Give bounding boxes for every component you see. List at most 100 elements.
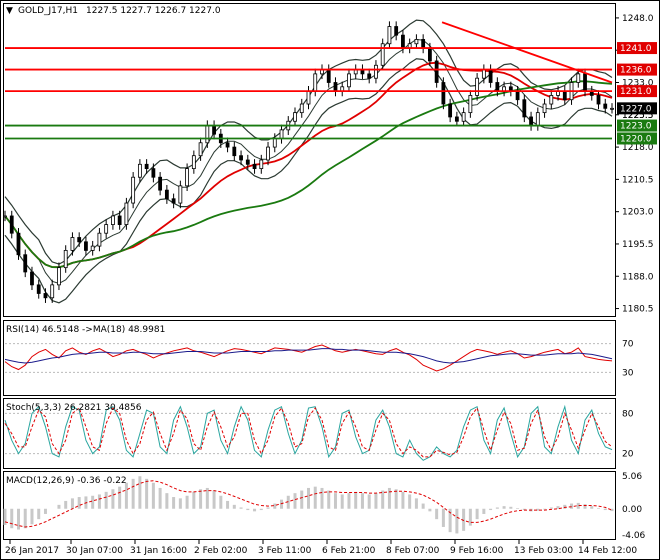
x-tick-label: 30 Jan 07:00 — [66, 546, 123, 556]
candle-body — [111, 215, 115, 225]
x-tick-label: 31 Jan 16:00 — [130, 546, 187, 556]
candle-body — [205, 125, 210, 144]
candle-body — [151, 168, 156, 178]
current-price-label: 1227.0 — [620, 104, 652, 114]
candle-body — [448, 103, 453, 118]
level-badge — [617, 42, 657, 55]
candle-body — [515, 90, 520, 101]
candle-body — [380, 43, 385, 66]
stoch-level-label: 20 — [622, 450, 634, 460]
candle-body — [333, 82, 338, 92]
extra-price-label: 1225.5 — [622, 111, 654, 121]
candle-body — [461, 112, 466, 122]
level-badge-label: 1223.0 — [620, 122, 652, 132]
stoch-main-line — [4, 404, 613, 461]
candle-body — [299, 103, 304, 114]
x-tick-label: 26 Jan 2017 — [5, 546, 59, 556]
price-panel: 1180.5 1188.0 1195.5 1203.0 1210.5 1218.0 1225… — [3, 14, 657, 315]
candle-body — [239, 155, 243, 161]
x-tick-label: 3 Feb 11:00 — [258, 546, 312, 556]
candle-body — [596, 95, 601, 105]
candle-body — [252, 163, 257, 170]
stoch-panel: 80 20 Stoch(5,3,3) 26.2821 30.4856 — [4, 403, 634, 461]
candle-body — [225, 142, 230, 148]
candle-body — [185, 168, 190, 187]
rsi-panel: 70 30 RSI(14) 46.5148 ->MA(18) 48.9981 — [4, 325, 634, 378]
candle-body — [454, 116, 459, 122]
stoch-signal-line — [4, 406, 613, 458]
candle-body — [603, 103, 608, 109]
x-tick-label: 2 Feb 02:00 — [194, 546, 248, 556]
stoch-panel-frame — [3, 398, 616, 469]
candle-body — [542, 103, 547, 114]
candle-body — [549, 95, 554, 105]
candle-body — [374, 64, 378, 79]
level-badge — [617, 132, 657, 145]
candle-body — [421, 39, 426, 49]
rsi-ma-line — [4, 348, 613, 364]
x-axis: 26 Jan 2017 30 Jan 07:00 31 Jan 16:00 2 Feb… — [5, 540, 637, 556]
header-arrow[interactable]: ▼ — [6, 6, 13, 16]
candle-body — [144, 163, 149, 170]
candle-body — [90, 245, 95, 251]
candle-body — [414, 39, 419, 45]
candle-body — [394, 26, 399, 36]
candle-body — [23, 254, 28, 273]
candle-body — [562, 90, 567, 101]
candle-body — [97, 232, 102, 247]
x-tick-label: 9 Feb 16:00 — [450, 546, 504, 556]
level-badge-label: 1236.0 — [620, 66, 652, 76]
level-badge-label: 1231.0 — [620, 87, 652, 97]
x-tick-label: 6 Feb 21:00 — [322, 546, 376, 556]
rsi-title: RSI(14) 46.5148 ->MA(18) 48.9981 — [6, 325, 165, 335]
candle-body — [367, 73, 372, 79]
candle-body — [191, 155, 196, 170]
candle-body — [16, 232, 21, 256]
candle-body — [610, 107, 614, 110]
candle-body — [495, 82, 500, 92]
level-badge-label: 1220.0 — [620, 134, 652, 144]
candle-body — [36, 284, 41, 294]
macd-panel-frame — [3, 471, 616, 540]
level-badge — [617, 63, 657, 76]
candle-body — [326, 69, 331, 83]
candle-body — [306, 90, 311, 105]
price-tick-label: 1218.0 — [622, 143, 654, 153]
candle-body — [441, 82, 446, 105]
macd-tick-label: 5.06 — [622, 472, 642, 482]
macd-tick-label: 0.00 — [622, 505, 642, 515]
candle-body — [434, 60, 439, 83]
candle-body — [232, 146, 237, 157]
candle-body — [137, 163, 142, 178]
candle-body — [43, 293, 48, 299]
candle-body — [57, 267, 61, 286]
candle-body — [481, 69, 486, 79]
macd-tick-label: -4.06 — [622, 531, 646, 541]
candle-body — [488, 69, 493, 83]
rsi-level-label: 30 — [622, 368, 634, 378]
candle-body — [427, 47, 432, 62]
price-tick-label: 1203.0 — [622, 208, 654, 218]
candle-body — [70, 237, 75, 251]
candle-body — [212, 125, 216, 135]
trendline — [441, 21, 613, 84]
candle-body — [535, 112, 540, 126]
candle-body — [30, 271, 34, 286]
candle-body — [522, 99, 527, 118]
price-tick-label: 1188.0 — [622, 272, 654, 282]
candle-body — [293, 112, 297, 122]
candle-body — [401, 34, 405, 49]
price-tick-label: 1180.5 — [622, 305, 654, 315]
rsi-level-label: 70 — [622, 340, 634, 350]
candle-body — [171, 198, 176, 204]
price-tick-label: 1233.0 — [622, 79, 654, 89]
candle-body — [164, 189, 169, 200]
price-panel-frame — [3, 3, 616, 317]
candle-body — [475, 77, 480, 96]
candle-body — [158, 176, 163, 191]
candle-body — [117, 215, 122, 225]
candle-body — [178, 185, 183, 204]
stoch-title: Stoch(5,3,3) 26.2821 30.4856 — [6, 403, 142, 413]
